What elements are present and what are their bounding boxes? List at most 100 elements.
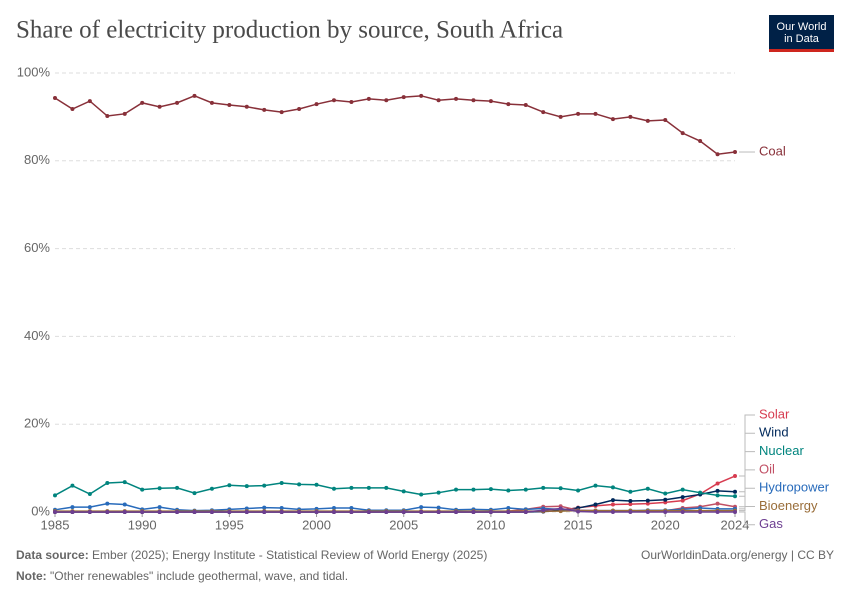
point bbox=[280, 481, 284, 485]
point bbox=[158, 105, 162, 109]
point bbox=[524, 103, 528, 107]
point bbox=[681, 131, 685, 135]
point bbox=[315, 102, 319, 106]
point bbox=[192, 94, 196, 98]
point bbox=[506, 488, 510, 492]
point bbox=[419, 492, 423, 496]
point bbox=[506, 510, 510, 514]
logo-text: in Data bbox=[784, 33, 820, 45]
point bbox=[576, 510, 580, 514]
point bbox=[611, 498, 615, 502]
point bbox=[733, 150, 737, 154]
point bbox=[245, 484, 249, 488]
point bbox=[733, 510, 737, 514]
point bbox=[88, 492, 92, 496]
point bbox=[262, 108, 266, 112]
x-tick-label: 2010 bbox=[476, 517, 505, 532]
x-tick-label: 1995 bbox=[215, 517, 244, 532]
point bbox=[611, 510, 615, 514]
point bbox=[489, 487, 493, 491]
point bbox=[611, 485, 615, 489]
point bbox=[541, 508, 545, 512]
point bbox=[471, 510, 475, 514]
point bbox=[367, 97, 371, 101]
point bbox=[628, 510, 632, 514]
source-label: Data source: bbox=[16, 548, 89, 562]
point bbox=[611, 503, 615, 507]
point bbox=[297, 107, 301, 111]
point bbox=[158, 486, 162, 490]
point bbox=[140, 101, 144, 105]
x-tick-label: 2000 bbox=[302, 517, 331, 532]
y-tick-label: 80% bbox=[24, 152, 50, 167]
point bbox=[367, 486, 371, 490]
point bbox=[140, 488, 144, 492]
series-line bbox=[55, 476, 735, 512]
point bbox=[716, 152, 720, 156]
series-line bbox=[55, 482, 735, 496]
point bbox=[594, 510, 598, 514]
point bbox=[716, 502, 720, 506]
point bbox=[367, 510, 371, 514]
point bbox=[175, 510, 179, 514]
point bbox=[437, 510, 441, 514]
chart-title: Share of electricity production by sourc… bbox=[16, 17, 563, 44]
point bbox=[698, 510, 702, 514]
point bbox=[419, 94, 423, 98]
point bbox=[88, 510, 92, 514]
point bbox=[454, 510, 458, 514]
legend-label: Coal bbox=[759, 143, 786, 158]
point bbox=[716, 510, 720, 514]
point bbox=[733, 494, 737, 498]
point bbox=[192, 491, 196, 495]
point bbox=[332, 510, 336, 514]
point bbox=[576, 488, 580, 492]
point bbox=[349, 100, 353, 104]
point bbox=[315, 510, 319, 514]
point bbox=[349, 510, 353, 514]
x-tick-label: 2015 bbox=[564, 517, 593, 532]
label-connector bbox=[739, 452, 755, 497]
point bbox=[646, 510, 650, 514]
note-label: Note: bbox=[16, 569, 47, 583]
point bbox=[419, 510, 423, 514]
point bbox=[716, 493, 720, 497]
point bbox=[611, 117, 615, 121]
label-connector bbox=[739, 433, 755, 492]
x-tick-label: 1990 bbox=[128, 517, 157, 532]
point bbox=[53, 96, 57, 100]
point bbox=[646, 499, 650, 503]
point bbox=[262, 506, 266, 510]
point bbox=[262, 484, 266, 488]
point bbox=[384, 510, 388, 514]
point bbox=[175, 101, 179, 105]
point bbox=[280, 110, 284, 114]
legend-label: Hydropower bbox=[759, 480, 830, 495]
label-connector bbox=[739, 415, 755, 476]
legend-label: Solar bbox=[759, 406, 790, 421]
point bbox=[489, 510, 493, 514]
point bbox=[158, 510, 162, 514]
point bbox=[123, 112, 127, 116]
point bbox=[437, 506, 441, 510]
point bbox=[245, 105, 249, 109]
point bbox=[576, 112, 580, 116]
legend-label: Gas bbox=[759, 516, 783, 531]
logo-text: Our World bbox=[777, 21, 827, 33]
point bbox=[332, 98, 336, 102]
point bbox=[210, 510, 214, 514]
y-tick-label: 100% bbox=[17, 64, 51, 79]
logo-bar bbox=[769, 49, 834, 52]
point bbox=[716, 481, 720, 485]
x-tick-label: 2005 bbox=[389, 517, 418, 532]
point bbox=[663, 118, 667, 122]
point bbox=[262, 510, 266, 514]
point bbox=[227, 510, 231, 514]
footnote: Data source: Ember (2025); Energy Instit… bbox=[16, 548, 487, 562]
point bbox=[681, 499, 685, 503]
point bbox=[541, 110, 545, 114]
url: OurWorldinData.org/energy | CC BY bbox=[641, 548, 834, 562]
point bbox=[192, 510, 196, 514]
point bbox=[646, 487, 650, 491]
